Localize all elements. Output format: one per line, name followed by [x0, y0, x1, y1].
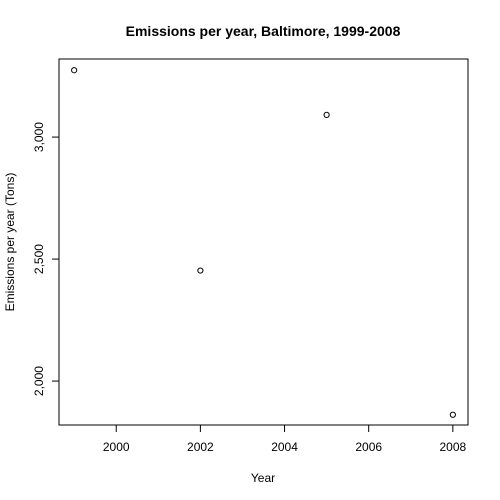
x-tick-label: 2000 [103, 440, 130, 454]
y-tick-label: 2,000 [32, 366, 46, 396]
data-point [449, 411, 456, 418]
x-tick-label: 2006 [355, 440, 382, 454]
x-tick-label: 2008 [440, 440, 467, 454]
x-axis-label: Year [251, 471, 275, 485]
data-point [71, 67, 78, 74]
y-tick-label: 2,500 [32, 244, 46, 274]
y-tick-label: 3,000 [32, 122, 46, 152]
chart-title: Emissions per year, Baltimore, 1999-2008 [126, 23, 401, 39]
x-tick-label: 2002 [187, 440, 214, 454]
y-axis-label: Emissions per year (Tons) [3, 173, 17, 312]
data-points [71, 67, 456, 418]
data-point [323, 111, 330, 118]
plot-frame [58, 58, 469, 426]
x-tick-label: 2004 [271, 440, 298, 454]
y-axis: 2,000 2,500 3,000 [32, 122, 60, 396]
x-axis: 2000 2002 2004 2006 2008 [103, 424, 467, 454]
data-point [197, 267, 204, 274]
